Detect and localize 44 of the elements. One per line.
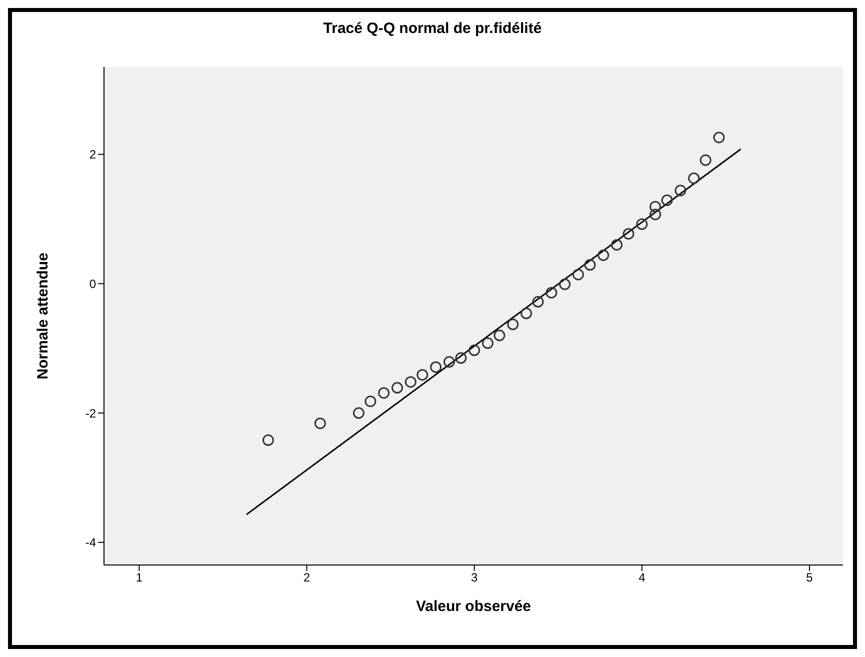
point — [650, 208, 662, 220]
point — [622, 228, 634, 240]
point — [392, 382, 404, 394]
x-axis-title: Valeur observée — [416, 598, 532, 615]
point — [314, 418, 326, 430]
x-tick-label: 5 — [806, 570, 814, 585]
point — [572, 268, 584, 280]
point — [494, 330, 506, 342]
point — [378, 387, 390, 399]
point — [661, 194, 673, 206]
point — [507, 318, 519, 330]
x-tick-label: 4 — [638, 570, 646, 585]
point — [546, 286, 558, 298]
point — [713, 132, 725, 144]
y-axis-title: Normale attendue — [34, 252, 52, 380]
point — [532, 296, 544, 308]
y-tick-label: -2 — [85, 406, 96, 420]
point — [598, 249, 610, 261]
point — [700, 154, 712, 166]
point — [650, 200, 662, 212]
y-tick-label: -4 — [85, 536, 96, 550]
point — [482, 337, 494, 349]
x-tick-label: 2 — [303, 570, 310, 585]
point — [352, 407, 364, 419]
point — [674, 184, 686, 196]
point — [404, 376, 416, 388]
x-tick-label: 1 — [136, 570, 143, 585]
chart-title: Tracé Q-Q normal de pr.fidélité — [322, 20, 543, 37]
point — [520, 308, 532, 320]
point — [416, 369, 428, 381]
point — [688, 172, 700, 184]
y-tick-label: 2 — [89, 148, 96, 162]
point — [443, 356, 455, 368]
y-tick-label: 0 — [89, 276, 96, 291]
point — [262, 434, 274, 446]
point — [364, 396, 376, 408]
point — [559, 278, 571, 290]
x-tick-label: 3 — [470, 570, 478, 585]
point — [611, 239, 623, 251]
point — [455, 352, 467, 364]
point — [636, 218, 648, 230]
point — [468, 344, 480, 356]
point — [430, 361, 442, 373]
point — [584, 259, 596, 271]
